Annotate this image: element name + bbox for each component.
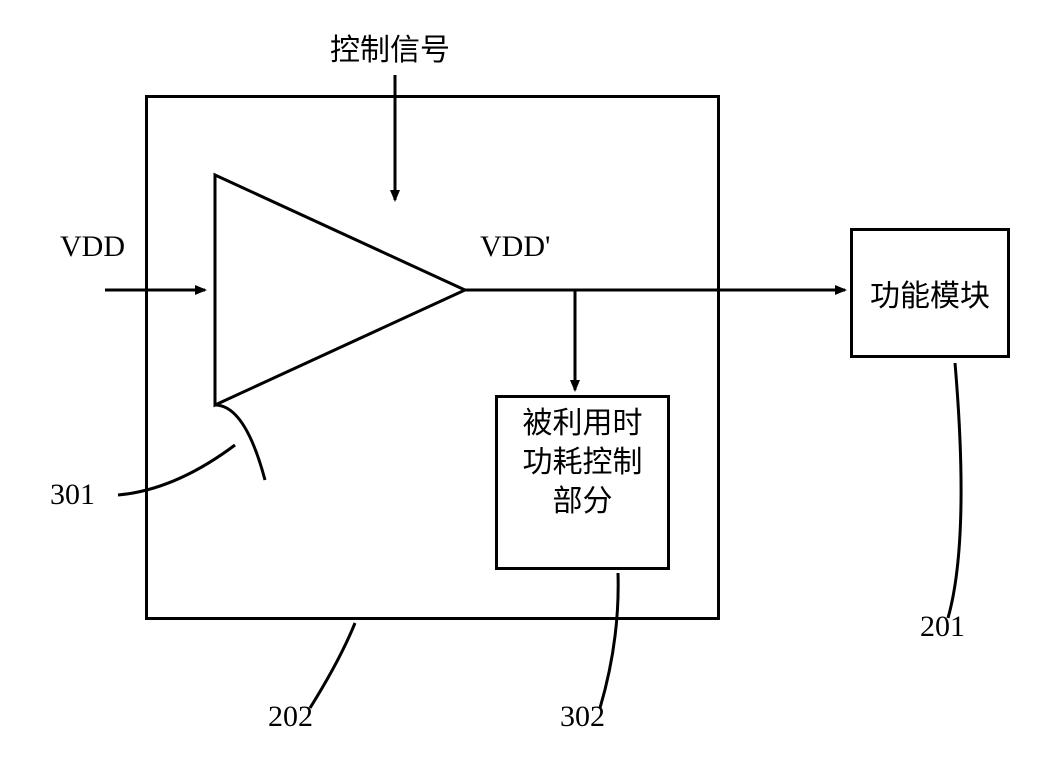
leader-202 xyxy=(310,623,355,708)
control-signal-label: 控制信号 xyxy=(330,25,450,69)
vdd-label: VDD xyxy=(60,230,125,264)
ref-201: 201 xyxy=(920,610,965,644)
ref-301: 301 xyxy=(50,478,95,512)
leader-201 xyxy=(948,363,961,618)
function-module-label: 功能模块 xyxy=(853,231,1007,315)
ref-302: 302 xyxy=(560,700,605,734)
power-control-text: 被利用时 功耗控制 部分 xyxy=(498,398,667,521)
power-control-box: 被利用时 功耗控制 部分 xyxy=(495,395,670,570)
power-control-line1: 被利用时 xyxy=(498,404,667,443)
power-control-line3: 部分 xyxy=(498,482,667,521)
ref-202: 202 xyxy=(268,700,313,734)
power-control-line2: 功耗控制 xyxy=(498,443,667,482)
vdd-prime-label: VDD' xyxy=(480,230,550,264)
function-module-box: 功能模块 xyxy=(850,228,1010,358)
